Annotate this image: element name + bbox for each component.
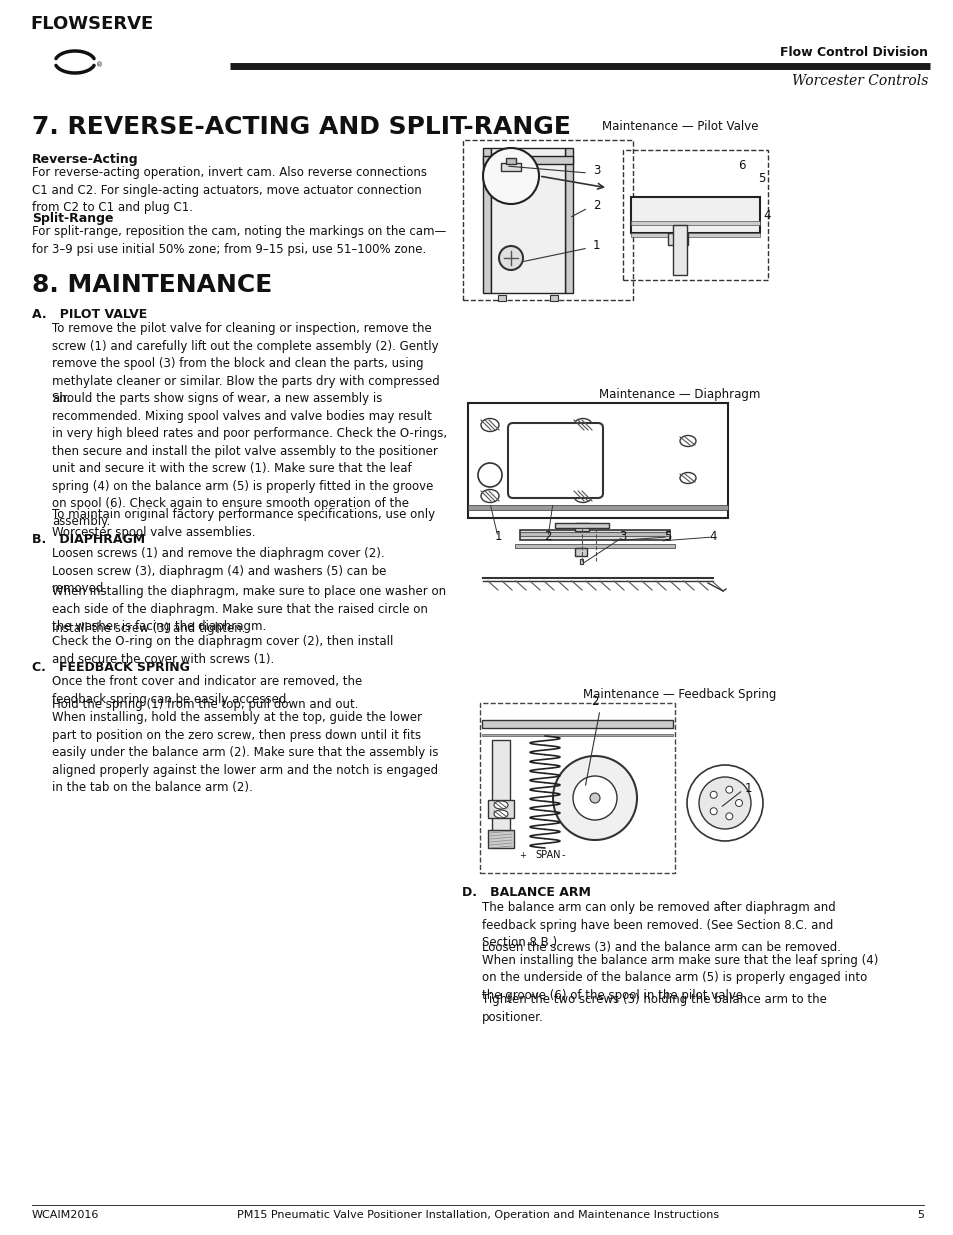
Text: Worcester Controls: Worcester Controls xyxy=(791,74,927,88)
Bar xyxy=(519,532,669,536)
Text: For split-range, reposition the cam, noting the markings on the cam—
for 3–9 psi: For split-range, reposition the cam, not… xyxy=(32,225,446,256)
Ellipse shape xyxy=(574,419,592,431)
Text: 5: 5 xyxy=(758,172,764,184)
Text: Split-Range: Split-Range xyxy=(32,212,113,225)
Text: Install the screw (3) and tighten.: Install the screw (3) and tighten. xyxy=(52,622,245,635)
Bar xyxy=(667,233,687,245)
Bar xyxy=(468,403,727,517)
Text: D.   BALANCE ARM: D. BALANCE ARM xyxy=(461,885,590,899)
Circle shape xyxy=(573,776,617,820)
Bar xyxy=(575,522,588,531)
Text: Maintenance — Pilot Valve: Maintenance — Pilot Valve xyxy=(601,120,758,133)
Text: 1: 1 xyxy=(593,238,599,252)
Text: WCAIM2016: WCAIM2016 xyxy=(32,1210,99,1220)
Text: 8. MAINTENANCE: 8. MAINTENANCE xyxy=(32,273,272,296)
Bar xyxy=(492,740,510,840)
Ellipse shape xyxy=(494,802,507,809)
Text: Hold the spring (1) from the top, pull down and out.: Hold the spring (1) from the top, pull d… xyxy=(52,698,358,711)
Text: 6: 6 xyxy=(738,158,744,172)
Ellipse shape xyxy=(679,436,696,447)
Text: 1: 1 xyxy=(494,530,501,543)
Text: When installing the diaphragm, make sure to place one washer on
each side of the: When installing the diaphragm, make sure… xyxy=(52,585,446,634)
Bar xyxy=(500,163,520,170)
Bar xyxy=(481,720,672,727)
Text: 3: 3 xyxy=(593,163,599,177)
Bar xyxy=(479,703,675,873)
Circle shape xyxy=(686,764,762,841)
Bar xyxy=(505,158,516,164)
Text: Tighten the two screws (3) holding the balance arm to the
positioner.: Tighten the two screws (3) holding the b… xyxy=(481,993,826,1024)
Text: 2: 2 xyxy=(543,530,551,543)
Bar xyxy=(575,548,586,556)
Ellipse shape xyxy=(480,489,498,503)
FancyBboxPatch shape xyxy=(507,424,602,498)
Bar xyxy=(622,149,767,280)
Text: To maintain original factory performance specifications, use only
Worcester spoo: To maintain original factory performance… xyxy=(52,508,435,538)
Bar xyxy=(550,295,558,301)
Text: C.   FEEDBACK SPRING: C. FEEDBACK SPRING xyxy=(32,661,190,674)
Circle shape xyxy=(725,787,732,793)
Ellipse shape xyxy=(480,419,498,431)
Circle shape xyxy=(709,808,717,815)
Text: Should the parts show signs of wear, a new assembly is
recommended. Mixing spool: Should the parts show signs of wear, a n… xyxy=(52,391,447,527)
Bar xyxy=(497,295,505,301)
Bar xyxy=(491,148,564,293)
Bar xyxy=(468,505,727,510)
Circle shape xyxy=(553,756,637,840)
Bar xyxy=(555,522,608,529)
Bar xyxy=(564,148,573,293)
Bar xyxy=(519,530,669,540)
Text: B.   DIAPHRAGM: B. DIAPHRAGM xyxy=(32,534,145,546)
Text: 4: 4 xyxy=(708,530,716,543)
Text: Loosen screws (1) and remove the diaphragm cover (2).
Loosen screw (3), diaphrag: Loosen screws (1) and remove the diaphra… xyxy=(52,547,386,595)
Text: 2: 2 xyxy=(591,695,598,708)
Text: 3: 3 xyxy=(618,530,626,543)
Text: For reverse-acting operation, invert cam. Also reverse connections
C1 and C2. Fo: For reverse-acting operation, invert cam… xyxy=(32,165,427,214)
Circle shape xyxy=(735,799,741,806)
Text: 1: 1 xyxy=(744,782,752,794)
Bar xyxy=(515,543,675,548)
Text: +: + xyxy=(519,851,526,860)
Text: Maintenance — Diaphragm: Maintenance — Diaphragm xyxy=(598,388,760,401)
Ellipse shape xyxy=(494,810,507,818)
Text: 5: 5 xyxy=(663,530,671,543)
Text: Maintenance — Feedback Spring: Maintenance — Feedback Spring xyxy=(582,688,776,701)
Text: 5: 5 xyxy=(916,1210,923,1220)
Text: SPAN: SPAN xyxy=(535,850,560,860)
Text: The balance arm can only be removed after diaphragm and
feedback spring have bee: The balance arm can only be removed afte… xyxy=(481,902,835,948)
Ellipse shape xyxy=(679,473,696,483)
Circle shape xyxy=(482,148,538,204)
Bar xyxy=(630,198,760,233)
Bar xyxy=(482,156,573,164)
Text: 4: 4 xyxy=(762,209,770,221)
Text: A.   PILOT VALVE: A. PILOT VALVE xyxy=(32,308,147,321)
Text: Once the front cover and indicator are removed, the
feedback spring can be easil: Once the front cover and indicator are r… xyxy=(52,676,362,705)
Text: Reverse-Acting: Reverse-Acting xyxy=(32,153,138,165)
Bar xyxy=(630,221,760,225)
Bar xyxy=(488,800,514,818)
Text: 2: 2 xyxy=(593,199,599,211)
Bar xyxy=(482,148,491,293)
Text: 7. REVERSE-ACTING AND SPLIT-RANGE: 7. REVERSE-ACTING AND SPLIT-RANGE xyxy=(32,115,570,140)
Bar xyxy=(462,140,633,300)
Text: PM15 Pneumatic Valve Positioner Installation, Operation and Maintenance Instruct: PM15 Pneumatic Valve Positioner Installa… xyxy=(236,1210,719,1220)
Ellipse shape xyxy=(574,489,592,503)
Text: When installing, hold the assembly at the top, guide the lower
part to position : When installing, hold the assembly at th… xyxy=(52,711,438,794)
Text: ®: ® xyxy=(96,62,103,68)
Text: -: - xyxy=(560,850,564,860)
Bar xyxy=(481,734,672,736)
Bar xyxy=(630,233,760,237)
Circle shape xyxy=(589,793,599,803)
Bar xyxy=(579,559,582,564)
Text: FLOWSERVE: FLOWSERVE xyxy=(30,15,153,33)
Circle shape xyxy=(498,246,522,270)
Bar xyxy=(672,225,686,275)
Text: When installing the balance arm make sure that the leaf spring (4)
on the unders: When installing the balance arm make sur… xyxy=(481,953,878,1002)
Bar xyxy=(488,830,514,848)
Text: Loosen the screws (3) and the balance arm can be removed.: Loosen the screws (3) and the balance ar… xyxy=(481,941,841,953)
Circle shape xyxy=(477,463,501,487)
Circle shape xyxy=(709,792,717,798)
Circle shape xyxy=(725,813,732,820)
Text: Check the O-ring on the diaphragm cover (2), then install
and secure the cover w: Check the O-ring on the diaphragm cover … xyxy=(52,635,393,666)
Text: To remove the pilot valve for cleaning or inspection, remove the
screw (1) and c: To remove the pilot valve for cleaning o… xyxy=(52,322,439,405)
